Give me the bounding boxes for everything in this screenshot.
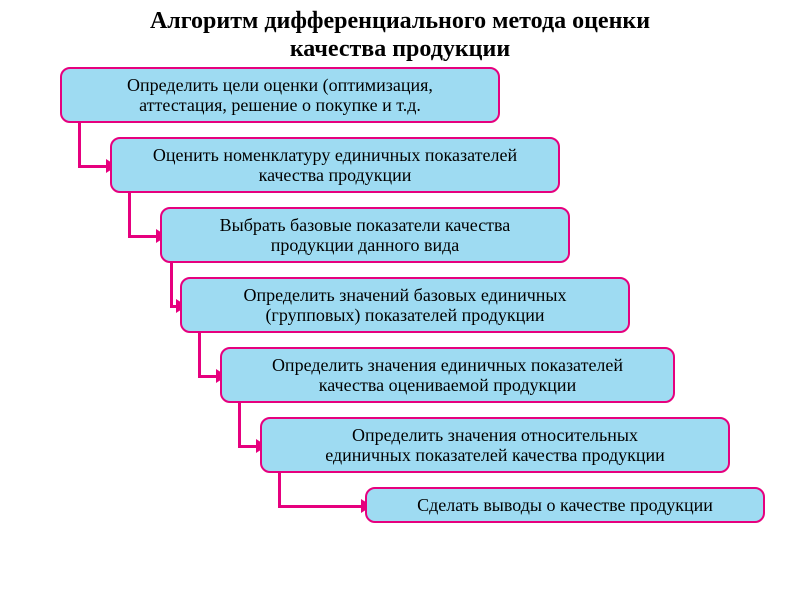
flow-box-4-line-1: Определить значений базовых единичных	[243, 285, 566, 306]
flow-box-6: Определить значения относительныхединичн…	[260, 417, 730, 473]
flowchart-stage: Определить цели оценки (оптимизация,атте…	[0, 67, 800, 597]
flow-box-3: Выбрать базовые показатели качествапроду…	[160, 207, 570, 263]
flow-box-6-line-2: единичных показателей качества продукции	[325, 445, 665, 466]
flow-box-5: Определить значения единичных показателе…	[220, 347, 675, 403]
flow-box-1-line-2: аттестация, решение о покупке и т.д.	[139, 95, 421, 116]
flow-box-5-line-1: Определить значения единичных показателе…	[272, 355, 623, 376]
flow-box-4: Определить значений базовых единичных(гр…	[180, 277, 630, 333]
flow-box-7-line-1: Сделать выводы о качестве продукции	[417, 495, 713, 516]
flow-box-6-line-1: Определить значения относительных	[352, 425, 638, 446]
page-title: Алгоритм дифференциального метода оценки…	[0, 0, 800, 67]
flow-box-5-line-2: качества оцениваемой продукции	[319, 375, 576, 396]
flow-box-4-line-2: (групповых) показателей продукции	[265, 305, 544, 326]
title-line-2: качества продукции	[290, 36, 510, 62]
flow-box-1-line-1: Определить цели оценки (оптимизация,	[127, 75, 433, 96]
flow-box-3-line-1: Выбрать базовые показатели качества	[220, 215, 511, 236]
flow-box-2: Оценить номенклатуру единичных показател…	[110, 137, 560, 193]
flow-box-2-line-2: качества продукции	[259, 165, 412, 186]
flow-box-3-line-2: продукции данного вида	[271, 235, 460, 256]
flow-box-2-line-1: Оценить номенклатуру единичных показател…	[153, 145, 517, 166]
title-line-1: Алгоритм дифференциального метода оценки	[150, 8, 650, 34]
flow-box-7: Сделать выводы о качестве продукции	[365, 487, 765, 523]
flow-box-1: Определить цели оценки (оптимизация,атте…	[60, 67, 500, 123]
